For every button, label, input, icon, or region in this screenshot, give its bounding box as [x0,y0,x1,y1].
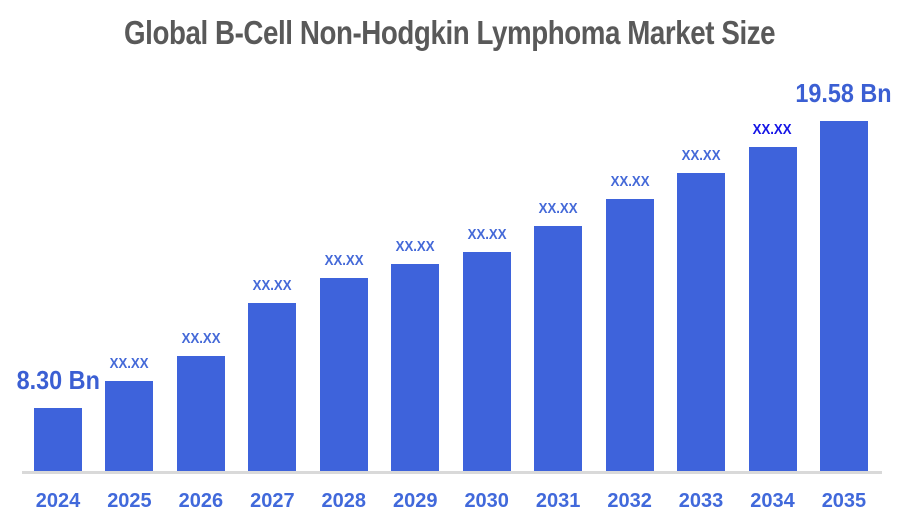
x-axis-label-2034: 2034 [750,490,795,512]
x-axis-label-2031: 2031 [535,490,581,512]
bar-2031 [534,226,583,471]
bar-2028 [319,278,368,471]
bar-2032 [605,199,654,471]
bar-2025 [105,381,154,471]
value-label-2031: XX.XX [538,200,578,217]
value-label-2027: XX.XX [252,277,292,294]
value-label-2026: XX.XX [181,330,221,347]
bar-2030 [462,252,511,471]
bar-2029 [391,264,440,471]
value-label-2035: 19.58 Bn [795,78,893,108]
x-axis-label-2025: 2025 [107,490,152,512]
x-axis-label-2035: 2035 [821,490,867,512]
x-axis-label-2029: 2029 [393,490,438,512]
bar-2034 [748,147,797,471]
value-label-2025: XX.XX [109,355,149,372]
x-axis-label-2028: 2028 [321,490,367,512]
x-axis-line [22,471,882,474]
bar-2035 [819,121,868,471]
x-axis-label-2033: 2033 [678,490,724,512]
chart-title-wrap: Global B-Cell Non-Hodgkin Lymphoma Marke… [0,14,900,52]
value-label-2032: XX.XX [610,173,650,190]
value-label-2024: 8.30 Bn [16,365,100,395]
bar-2026 [176,356,225,471]
bar-2024 [34,408,82,471]
value-label-2028: XX.XX [324,252,364,269]
value-label-2034: XX.XX [753,121,792,138]
chart-title: Global B-Cell Non-Hodgkin Lymphoma Marke… [124,14,776,51]
x-axis-label-2027: 2027 [250,490,295,512]
x-axis-label-2030: 2030 [464,490,509,512]
bar-2033 [677,173,726,471]
value-label-2029: XX.XX [395,238,435,255]
bar-2027 [248,303,297,471]
x-axis-label-2032: 2032 [607,490,652,512]
value-label-2033: XX.XX [681,147,721,164]
x-axis-label-2024: 2024 [35,490,81,512]
x-axis-label-2026: 2026 [178,490,224,512]
value-label-2030: XX.XX [467,226,507,243]
